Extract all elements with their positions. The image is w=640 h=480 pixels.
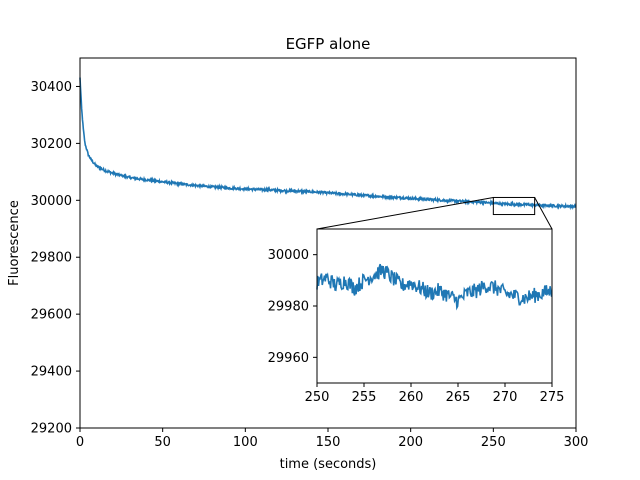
y-axis-label: Fluorescence (7, 200, 22, 286)
y-tick-label: 30000 (31, 194, 72, 209)
x-tick-label: 300 (564, 435, 589, 450)
inset-x-tick-label: 260 (399, 390, 424, 405)
zoom-connector-left (316, 196, 494, 230)
x-tick-label: 150 (316, 435, 341, 450)
zoom-connector-right (534, 197, 553, 230)
x-tick-label: 0 (76, 435, 84, 450)
y-tick-label: 30400 (31, 80, 72, 95)
series-line (79, 77, 577, 211)
zoom-box (492, 196, 536, 216)
inset-x-tick-label: 275 (540, 390, 565, 405)
main-axis-ticks: 0 50 100 150 200 250 300 29200 29400 29600 29800 30… (31, 80, 589, 450)
x-tick-label: 50 (154, 435, 171, 450)
inset-axes-frame (316, 228, 553, 384)
x-tick-label: 250 (481, 435, 506, 450)
y-tick-label: 29800 (31, 251, 72, 266)
inset-y-tick-label: 29960 (268, 351, 309, 366)
main-plot-area (79, 77, 577, 211)
inset-background (317, 229, 552, 383)
y-tick-label: 29400 (31, 365, 72, 380)
zoom-indicator (316, 196, 553, 230)
inset-axes: 250 255 260 265 270 275 29960 29980 30000 (268, 228, 565, 405)
inset-x-tick-label: 265 (446, 390, 471, 405)
chart-title: EGFP alone (286, 35, 371, 53)
y-tick-label: 30200 (31, 137, 72, 152)
y-tick-label: 29200 (31, 422, 72, 437)
inset-series-line (316, 263, 553, 311)
main-axes-frame (79, 57, 577, 429)
y-tick-label: 29600 (31, 308, 72, 323)
inset-axis-ticks: 250 255 260 265 270 275 29960 29980 30000 (268, 248, 565, 405)
inset-x-tick-label: 270 (493, 390, 518, 405)
inset-x-tick-label: 250 (305, 390, 330, 405)
inset-plot-area (316, 263, 553, 311)
inset-y-tick-label: 30000 (268, 248, 309, 263)
inset-y-tick-label: 29980 (268, 300, 309, 315)
x-axis-label: time (seconds) (280, 457, 377, 472)
inset-x-tick-label: 255 (352, 390, 377, 405)
x-tick-label: 200 (398, 435, 423, 450)
x-tick-label: 100 (233, 435, 258, 450)
